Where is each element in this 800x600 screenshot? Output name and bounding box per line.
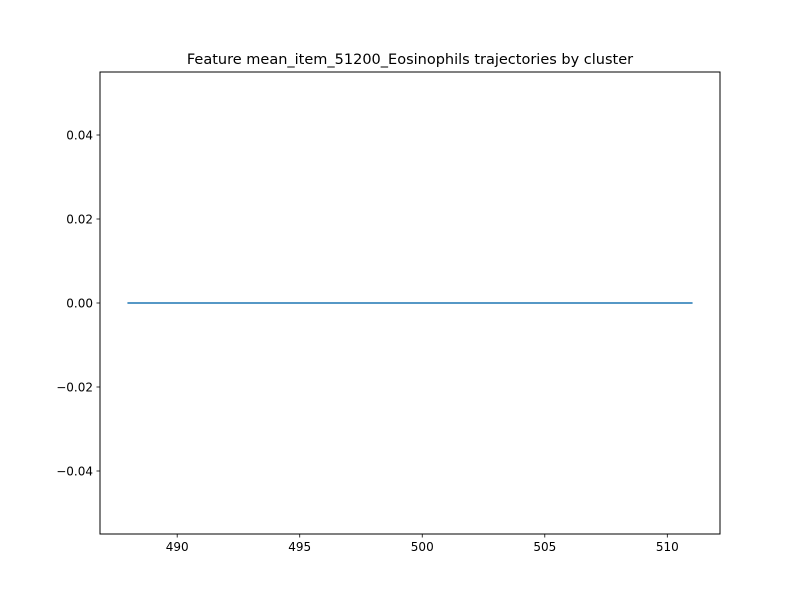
x-tick-label: 490 <box>166 540 189 554</box>
x-tick-label: 495 <box>288 540 311 554</box>
y-tick-label: 0.00 <box>66 296 93 310</box>
axes-frame <box>99 71 721 535</box>
x-tick-label: 510 <box>656 540 679 554</box>
y-tick-label: 0.04 <box>66 128 93 142</box>
y-tick-label: −0.02 <box>56 380 93 394</box>
plot-area: 490 495 500 505 510 −0.04 −0.02 0.00 0.02 0.04 <box>56 128 693 554</box>
x-tick-label: 500 <box>411 540 434 554</box>
y-tick-label: 0.02 <box>66 212 93 226</box>
y-tick-label: −0.04 <box>56 464 93 478</box>
x-tick-label: 505 <box>533 540 556 554</box>
chart-title: Feature mean_item_51200_Eosinophils traj… <box>187 52 633 68</box>
